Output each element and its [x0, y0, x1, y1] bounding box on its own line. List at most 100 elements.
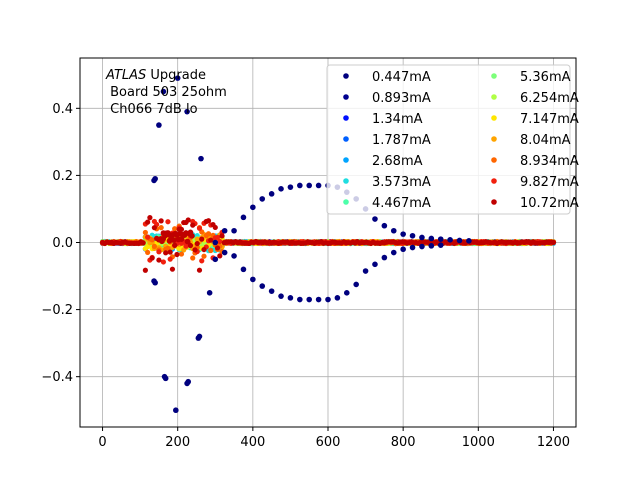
data-point — [231, 253, 237, 259]
data-point — [381, 254, 388, 261]
data-point — [353, 281, 359, 288]
x-tick-label: 0 — [98, 435, 106, 450]
data-point — [151, 243, 157, 249]
data-point — [196, 333, 203, 340]
data-point — [428, 243, 435, 249]
data-point — [201, 253, 207, 259]
data-point — [199, 236, 205, 242]
data-point — [259, 283, 266, 289]
y-tick-label: 0.2 — [52, 169, 73, 184]
data-point — [172, 226, 178, 232]
data-point — [205, 218, 212, 224]
legend-label: 6.254mA — [520, 91, 579, 106]
data-point — [372, 216, 378, 222]
data-point — [187, 242, 194, 249]
data-point — [306, 296, 313, 303]
axes: 0 200 400 600 800 1000 1200 −0.4 −0.2 0.0 0.2 0.4 — [41, 57, 577, 450]
data-point — [334, 295, 341, 301]
legend-label: 7.147mA — [520, 112, 579, 127]
data-point — [208, 237, 214, 243]
legend-label: 3.573mA — [372, 175, 431, 190]
data-point — [160, 259, 167, 265]
legend-marker — [491, 199, 497, 205]
legend-marker — [491, 178, 497, 184]
legend-label: 8.934mA — [520, 154, 579, 169]
annotation-rest: Upgrade — [146, 68, 206, 83]
data-point — [428, 235, 435, 242]
data-point — [325, 296, 331, 303]
data-point — [419, 234, 425, 241]
data-point — [184, 108, 190, 115]
data-point — [343, 290, 350, 296]
data-point — [152, 175, 158, 182]
data-point — [390, 249, 397, 256]
legend-label: 10.72mA — [520, 196, 579, 211]
atlas-annotation: ATLAS Upgrade Board 503 25ohm Ch066 7dB … — [105, 68, 227, 117]
data-point — [194, 240, 200, 247]
data-point — [158, 225, 164, 231]
data-point — [173, 407, 179, 414]
legend-marker — [491, 136, 497, 142]
x-tick-label: 200 — [165, 435, 190, 450]
data-point — [400, 246, 406, 253]
data-point — [381, 222, 388, 229]
annotation-line-2: Board 503 25ohm — [106, 85, 227, 100]
x-tick-label: 600 — [316, 435, 341, 450]
data-point — [190, 255, 196, 261]
data-point — [178, 236, 185, 242]
legend-marker — [343, 157, 349, 163]
data-point — [259, 196, 266, 202]
data-point — [297, 296, 303, 303]
data-point — [171, 237, 177, 243]
data-point — [151, 225, 157, 231]
legend-marker — [343, 73, 349, 79]
data-point — [165, 230, 171, 236]
data-point — [140, 240, 146, 246]
data-point — [212, 239, 219, 246]
y-tick-label: −0.2 — [41, 303, 73, 318]
data-point — [217, 238, 223, 245]
data-point — [142, 267, 148, 273]
data-point — [185, 378, 192, 385]
x-tick-label: 800 — [391, 435, 416, 450]
legend-label: 5.36mA — [520, 70, 571, 85]
data-point — [278, 186, 284, 192]
legend-marker — [491, 94, 497, 100]
data-point — [165, 219, 171, 225]
data-point — [162, 375, 169, 382]
data-point — [437, 242, 444, 248]
data-point — [214, 234, 221, 240]
data-point — [156, 249, 162, 255]
data-point — [217, 253, 223, 259]
data-point — [287, 184, 294, 190]
data-point — [156, 257, 162, 263]
legend: 0.447mA 0.893mA 1.34mA 1.787mA 2.68mA 3.573mA… — [326, 64, 579, 215]
legend-label: 4.467mA — [372, 196, 431, 211]
data-point — [409, 232, 416, 239]
legend-marker — [343, 178, 349, 184]
legend-label: 9.827mA — [520, 175, 579, 190]
data-point — [306, 182, 313, 189]
data-point — [145, 249, 151, 256]
data-point — [160, 88, 167, 95]
data-point — [362, 268, 369, 274]
data-point — [169, 266, 176, 272]
annotation-line-3: Ch066 7dB lo — [106, 102, 198, 117]
data-point — [419, 243, 425, 250]
data-point — [212, 256, 219, 263]
data-point — [205, 231, 212, 237]
x-tick-label: 1000 — [462, 435, 495, 450]
y-tick-label: −0.4 — [41, 370, 73, 385]
data-point — [163, 250, 169, 256]
data-point — [185, 217, 191, 223]
legend-marker — [491, 73, 497, 79]
legend-label: 0.893mA — [372, 91, 431, 106]
data-point — [167, 256, 173, 262]
data-point — [250, 204, 256, 211]
legend-marker — [343, 199, 349, 205]
data-point — [550, 239, 557, 246]
data-point — [456, 237, 463, 244]
legend-marker — [343, 115, 349, 121]
data-point — [437, 236, 444, 242]
